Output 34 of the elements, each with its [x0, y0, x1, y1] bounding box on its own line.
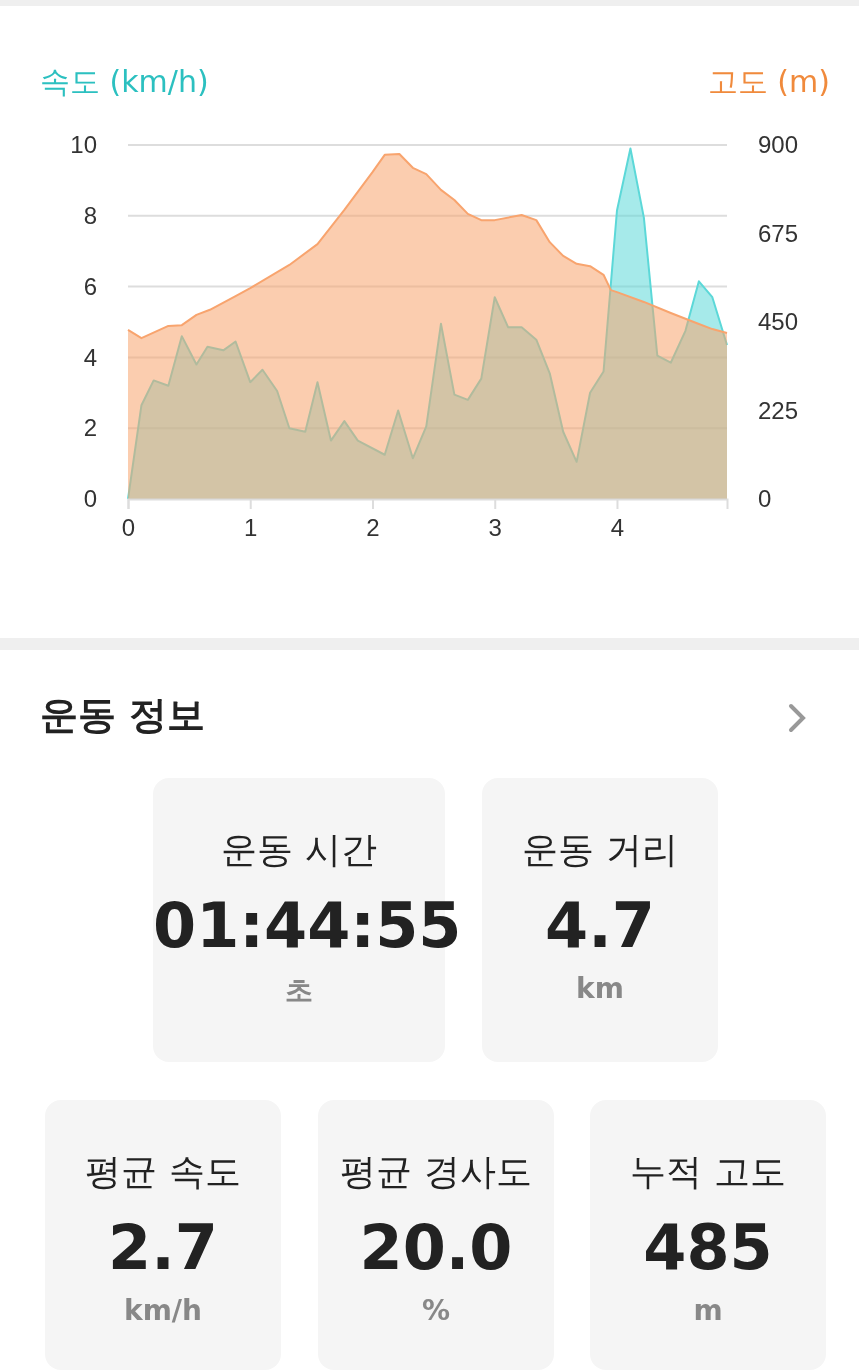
text: 누적 고도	[629, 1150, 787, 1194]
y-tick-label: 2	[83, 414, 97, 442]
y2-tick-label: 0	[758, 485, 772, 513]
text: 2.7	[107, 1211, 219, 1284]
y2-tick-label: 675	[758, 219, 799, 247]
x-tick-label: 1	[244, 514, 258, 542]
text: 20.0	[358, 1211, 514, 1284]
text: km	[575, 972, 625, 1005]
y2-tick-label: 450	[758, 308, 799, 336]
y2-tick-label: 225	[758, 396, 799, 424]
text: 운동 정보	[40, 692, 206, 739]
text: km/h	[123, 1294, 203, 1327]
text: 4.7	[544, 889, 656, 962]
text: m	[692, 1294, 724, 1327]
text: 485	[642, 1211, 774, 1284]
y2-tick-label: 900	[758, 131, 799, 159]
text: 운동 거리	[521, 828, 679, 872]
y-tick-label: 0	[83, 485, 97, 513]
x-tick-label: 3	[488, 514, 502, 542]
y-tick-label: 8	[83, 201, 97, 229]
y-tick-label: 4	[83, 343, 97, 371]
text: 평균 경사도	[339, 1150, 533, 1194]
text: 평균 속도	[84, 1150, 242, 1194]
text: %	[420, 1294, 452, 1327]
y-tick-label: 6	[83, 272, 97, 300]
y-axis-title: 속도 (km/h)	[40, 64, 209, 99]
x-tick-label: 4	[610, 514, 625, 542]
text: 초	[284, 973, 314, 1009]
text: 01:44:55	[153, 889, 462, 962]
y-tick-label: 10	[70, 131, 97, 159]
y2-axis-title: 고도 (m)	[707, 64, 830, 99]
text: 운동 시간	[220, 828, 378, 872]
x-tick-label: 0	[121, 514, 136, 542]
x-tick-label: 2	[366, 514, 380, 542]
